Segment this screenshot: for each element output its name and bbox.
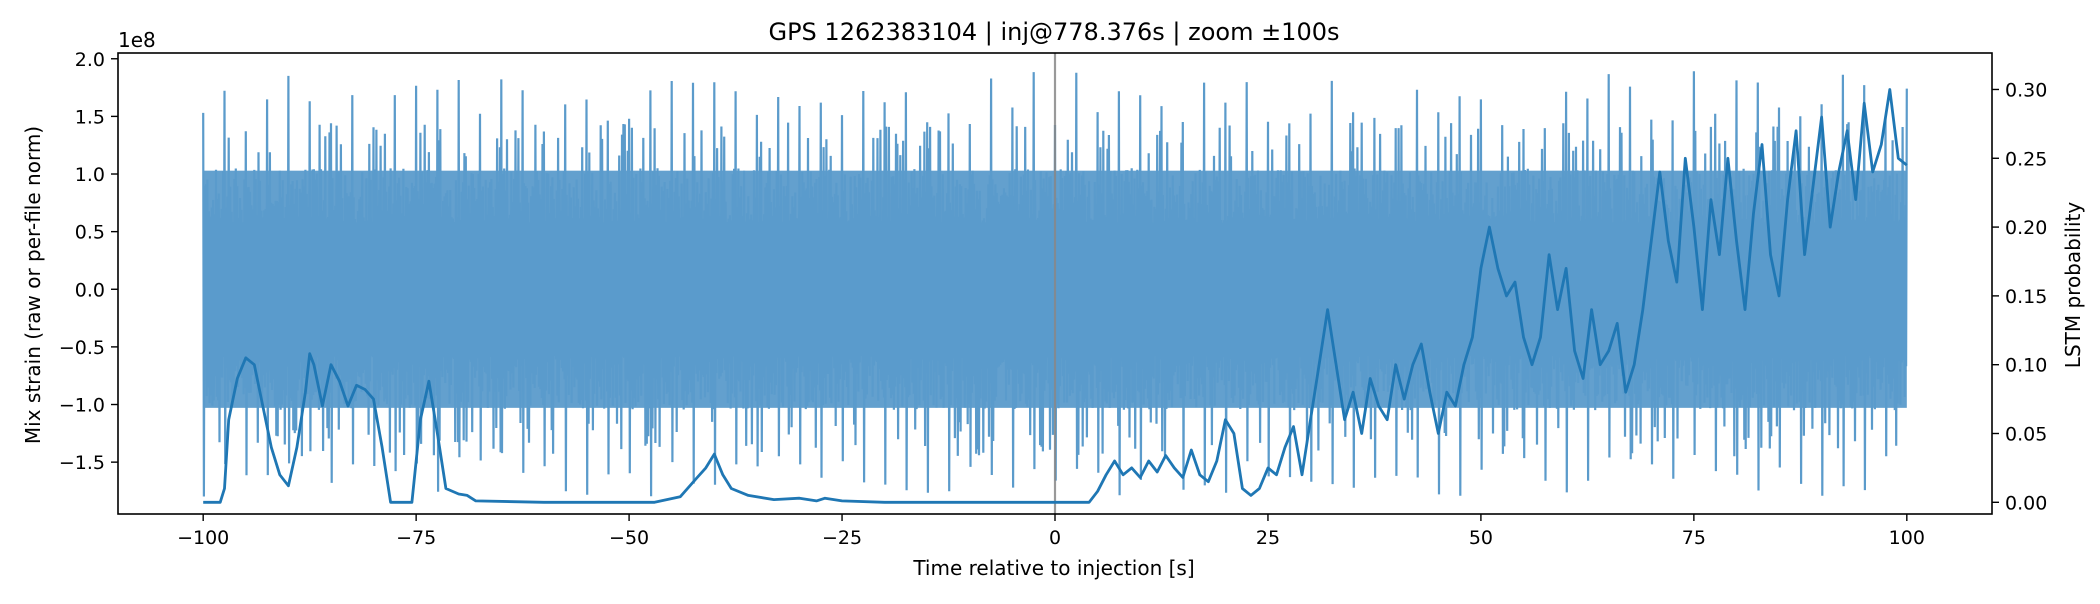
left-axis-offset-label: 1e8 [118, 28, 156, 52]
x-tick-label: −75 [396, 527, 436, 549]
x-tick-label: −50 [609, 527, 649, 549]
x-tick-label: −25 [822, 527, 862, 549]
left-y-tick-label: −1.0 [59, 395, 105, 417]
left-y-tick-label: −1.5 [59, 452, 105, 474]
x-tick-label: 25 [1256, 527, 1280, 549]
series-line-lstm-probability [203, 88, 1908, 504]
x-tick-label: 100 [1889, 527, 1925, 549]
x-tick-label: 50 [1469, 527, 1493, 549]
x-tick-label: 0 [1049, 527, 1061, 549]
right-y-tick-label: 0.10 [2005, 355, 2047, 377]
left-y-tick-label: 1.5 [75, 106, 105, 128]
x-tick-label: −100 [177, 527, 229, 549]
probability-series-layer [203, 88, 1908, 504]
right-y-tick-label: 0.25 [2005, 148, 2047, 170]
left-y-tick-label: 2.0 [75, 49, 105, 71]
x-axis-label: Time relative to injection [s] [912, 556, 1194, 580]
right-y-tick-label: 0.15 [2005, 286, 2047, 308]
axes-layer: −100 −75 −50 −25 0 25 50 75 100 2.0 1.5 1.0 0.5 0.0 −0… [59, 49, 2047, 549]
left-y-tick-label: 1.0 [75, 164, 105, 186]
right-y-tick-label: 0.00 [2005, 492, 2047, 514]
left-y-tick-label: −0.5 [59, 337, 105, 359]
chart-title: GPS 1262383104 | inj@778.376s | zoom ±10… [768, 18, 1339, 46]
right-y-tick-label: 0.20 [2005, 217, 2047, 239]
right-y-axis-label: LSTM probability [2061, 202, 2085, 369]
right-y-tick-label: 0.30 [2005, 79, 2047, 101]
x-tick-label: 75 [1682, 527, 1706, 549]
right-y-tick-label: 0.05 [2005, 423, 2047, 445]
left-y-tick-label: 0.0 [75, 279, 105, 301]
left-y-tick-label: 0.5 [75, 222, 105, 244]
left-y-axis-label: Mix strain (raw or per-file norm) [21, 126, 45, 444]
